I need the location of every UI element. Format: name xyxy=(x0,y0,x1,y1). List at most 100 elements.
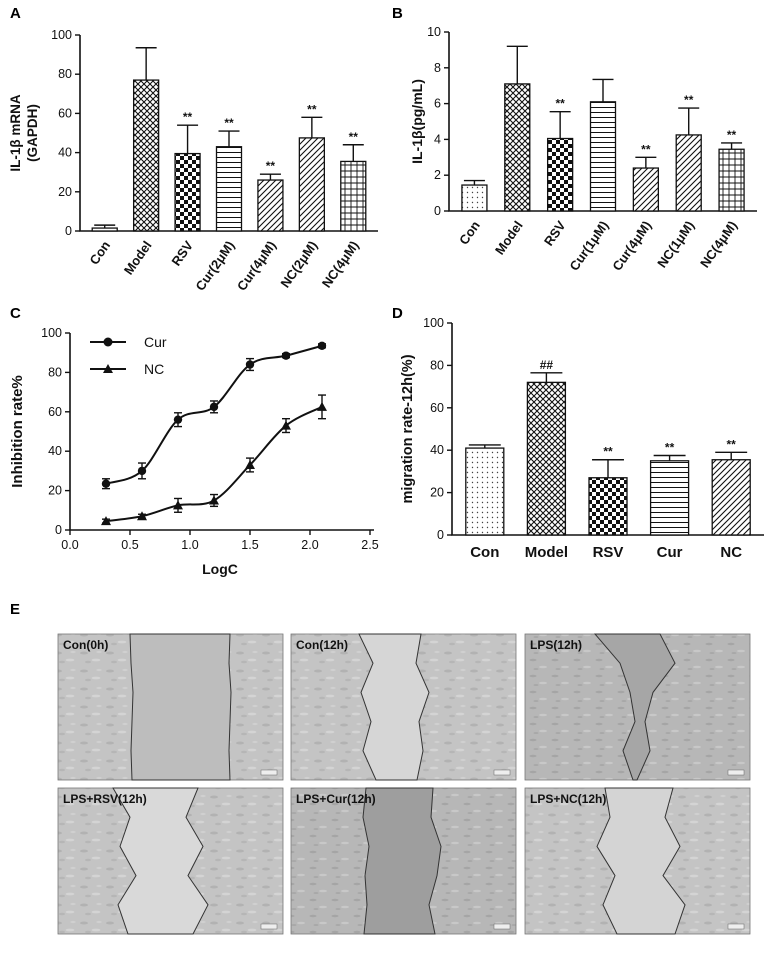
scale-bar xyxy=(727,923,745,930)
y-tick-label: 100 xyxy=(41,326,62,340)
micrograph-label: LPS(12h) xyxy=(530,638,582,652)
x-tick-label: Model xyxy=(492,218,526,257)
legend-label: NC xyxy=(144,361,164,377)
y-tick-label: 40 xyxy=(48,444,62,458)
bar-con xyxy=(91,227,118,232)
bar-cur-4-m- xyxy=(632,167,660,212)
scratch-gap xyxy=(129,633,232,781)
chart-c-inhibition-rate: 0 20 40 60 80 100 0.0 0.5 1.0 1.5 2.0 2.5 LogC Inhibi… xyxy=(9,326,379,577)
x-tick-label: 1.5 xyxy=(241,538,258,552)
significance-mark: ** xyxy=(555,97,565,111)
y-tick-label: 20 xyxy=(430,486,444,500)
point-nc xyxy=(245,459,255,469)
scale-bar xyxy=(260,769,278,776)
significance-mark: ** xyxy=(183,110,193,124)
micrograph-label: LPS+Cur(12h) xyxy=(296,792,376,806)
point-nc xyxy=(173,500,183,510)
y-tick-label: 40 xyxy=(58,146,72,160)
point-cur xyxy=(137,466,147,476)
x-tick-label: Model xyxy=(525,544,568,561)
micrograph-label: LPS+RSV(12h) xyxy=(63,792,147,806)
scratch-gap xyxy=(593,633,676,781)
panel-letter-d: D xyxy=(392,305,403,322)
x-tick-label: RSV xyxy=(541,218,569,249)
y-tick-label: 20 xyxy=(58,185,72,199)
micrograph-lps-rsv-12h-: LPS+RSV(12h) xyxy=(57,787,284,935)
legend-marker xyxy=(103,364,113,373)
x-tick-label: RSV xyxy=(168,238,196,269)
x-tick-label: 2.5 xyxy=(361,538,378,552)
scale-bar xyxy=(493,923,511,930)
y-tick-label: 8 xyxy=(434,61,441,75)
bar-rsv xyxy=(546,137,574,212)
y-tick-label: 4 xyxy=(434,132,441,146)
bar-model xyxy=(504,83,531,212)
significance-mark: ** xyxy=(641,142,651,156)
bar-nc-4-m- xyxy=(718,148,745,212)
x-tick-label: NC(1μM) xyxy=(654,218,697,270)
bar-cur xyxy=(649,460,690,536)
y-tick-label: 60 xyxy=(58,106,72,120)
x-tick-label: RSV xyxy=(593,544,624,561)
point-cur xyxy=(173,415,183,424)
bar-con xyxy=(461,184,488,212)
y-tick-label: 10 xyxy=(427,25,441,39)
point-cur xyxy=(101,479,111,488)
panel-letter-b: B xyxy=(392,5,403,22)
x-tick-label: 0.5 xyxy=(121,538,138,552)
x-axis-title: LogC xyxy=(202,561,238,577)
micrograph-con-0h-: Con(0h) xyxy=(57,633,284,781)
x-tick-label: NC(4μM) xyxy=(697,218,740,270)
y-tick-label: 0 xyxy=(65,224,72,238)
y-axis-title: migration rate-12h(%) xyxy=(400,354,416,503)
y-tick-label: 2 xyxy=(434,168,441,182)
point-cur xyxy=(317,341,327,351)
y-tick-label: 100 xyxy=(51,28,72,42)
bar-rsv xyxy=(588,477,628,536)
bar-cur-4-m- xyxy=(257,179,284,232)
significance-mark: ** xyxy=(224,116,234,130)
bar-nc-4-m- xyxy=(340,160,367,232)
x-tick-label: 1.0 xyxy=(181,538,198,552)
y-axis-title: Inhibition rate% xyxy=(9,375,26,488)
y-tick-label: 0 xyxy=(437,528,444,542)
bar-model xyxy=(132,79,160,232)
axis-lines xyxy=(69,333,374,531)
y-tick-label: 40 xyxy=(430,443,444,457)
scale-bar xyxy=(260,923,278,930)
bar-model xyxy=(526,381,567,536)
scratch-gap xyxy=(358,633,430,781)
y-tick-label: 20 xyxy=(48,484,62,498)
y-axis-title: IL-1β mRNA xyxy=(8,94,23,171)
bar-nc-1-m- xyxy=(675,134,702,212)
scratch-gap xyxy=(362,787,442,935)
y-tick-label: 100 xyxy=(423,316,444,330)
point-cur xyxy=(209,402,219,412)
significance-mark: ** xyxy=(684,93,694,107)
chart-a-il1b-mrna: 0 20 40 60 80 100 Con Model ** RSV ** Cur(2μM) ** Cur… xyxy=(8,28,378,293)
bar-con xyxy=(465,447,505,536)
point-nc xyxy=(137,511,147,521)
legend-label: Cur xyxy=(144,334,167,350)
chart-d-migration-rate: 0 20 40 60 80 100 Con ## Model ** RSV ** Cur ** NC migr… xyxy=(400,316,764,561)
significance-mark: ** xyxy=(266,159,276,173)
micrograph-con-12h-: Con(12h) xyxy=(290,633,517,781)
y-tick-label: 80 xyxy=(430,358,444,372)
scale-bar xyxy=(493,769,511,776)
significance-mark: ** xyxy=(603,445,613,459)
micrograph-lps-nc-12h-: LPS+NC(12h) xyxy=(524,787,751,935)
legend-marker xyxy=(103,337,113,347)
panel-letter-a: A xyxy=(10,5,21,22)
micrograph-lps-12h-: LPS(12h) xyxy=(524,633,751,781)
y-tick-label: 0 xyxy=(434,204,441,218)
y-axis-title: IL-1β(pg/mL) xyxy=(409,79,425,164)
scratch-gap xyxy=(596,787,686,935)
y-tick-label: 80 xyxy=(58,67,72,81)
bar-rsv xyxy=(174,152,201,232)
bar-nc-2-m- xyxy=(298,137,326,232)
point-nc xyxy=(101,516,111,526)
bar-cur-1-m- xyxy=(589,101,617,212)
y-tick-label: 0 xyxy=(55,523,62,537)
